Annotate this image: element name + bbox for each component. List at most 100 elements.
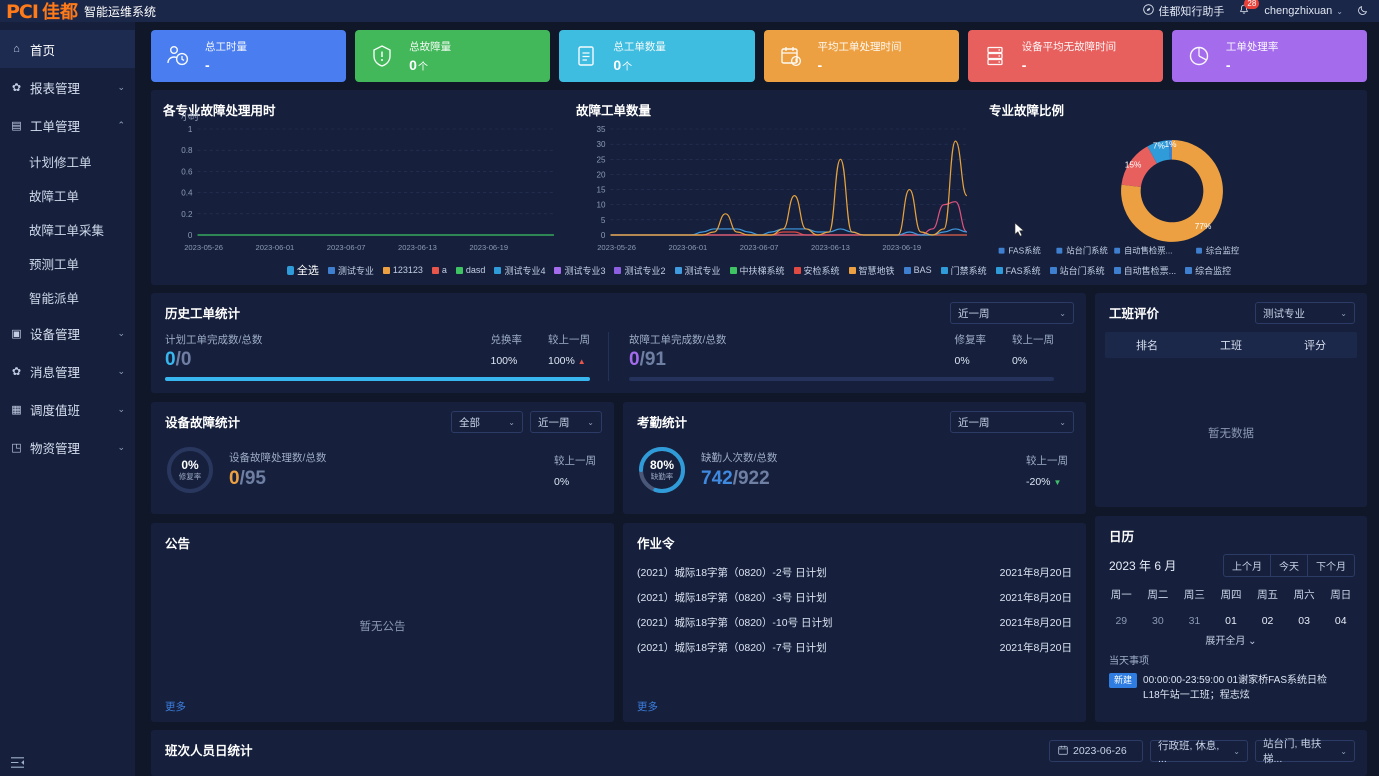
user-menu[interactable]: chengzhixuan ⌄ [1264,5,1343,17]
kpi-card-total-hours[interactable]: 总工时量 - [151,30,347,82]
calendar-expand-button[interactable]: 展开全月 ⌄ [1205,636,1257,647]
legend-item[interactable]: 站台门系统 [1049,264,1105,277]
legend-item[interactable]: FAS系统 [995,264,1041,277]
legend-item[interactable]: 测试专业2 [614,264,666,277]
sidebar-item-home[interactable]: ⌂ 首页 [0,30,135,68]
kpi-card-mtbf[interactable]: 设备平均无故障时间 - [967,30,1163,82]
legend-item[interactable]: 自动售检票... [1113,264,1176,277]
sidebar-item-workorders[interactable]: ▤ 工单管理 ⌃ [0,106,135,144]
prev-month-button[interactable]: 上个月 [1232,562,1262,573]
sidebar-item-devices[interactable]: ▣ 设备管理 ⌄ [0,314,135,352]
legend-item[interactable]: a [431,265,447,275]
svg-text:1%: 1% [1165,139,1178,149]
calendar-event-item[interactable]: 新建 00:00:00-23:59:00 01谢家桥FAS系统日检 L18午站一… [1095,667,1367,703]
middle-left-column: 历史工单统计 近一周 ⌄ [151,293,1086,722]
charts-panel: 各专业故障处理用时 小时 0 0.2 0.4 0.6 0.8 1 2023-05-26 202… [151,90,1367,285]
sidebar-item-messages[interactable]: ✿ 消息管理 ⌄ [0,352,135,390]
work-order-row[interactable]: (2021）城际18字第（0820）-7号 日计划 2021年8月20日 [637,635,1072,660]
sidebar-subitem-plan-repair[interactable]: 计划修工单 [29,155,92,170]
legend-item[interactable]: 综合监控 [1185,264,1231,277]
kpi-label: 工单处理率 [1225,41,1279,53]
event-line-2: L18午站一工班；程志炫 [1143,690,1250,701]
evaluation-profession-select[interactable]: 测试专业 ⌄ [1255,302,1355,324]
sidebar-subitem-fault-collect[interactable]: 故障工单采集 [29,223,105,238]
legend-color-swatch [674,266,682,274]
history-stats-panel: 历史工单统计 近一周 ⌄ [151,293,1086,393]
sidebar-item-reports[interactable]: ✿ 报表管理 ⌄ [0,68,135,106]
calendar-day[interactable]: 31 [1188,615,1201,627]
legend-item[interactable]: 测试专业 [327,264,374,277]
profession-select[interactable]: 站台门, 电扶梯... ⌄ [1255,738,1355,765]
today-button[interactable]: 今天 [1270,555,1307,576]
svg-text:2023-05-26: 2023-05-26 [597,243,636,252]
calendar-day[interactable]: 02 [1261,615,1274,627]
assistant-button[interactable]: 佳都知行助手 [1143,3,1224,19]
history-range-select[interactable]: 近一周 ⌄ [950,302,1074,324]
calendar-day[interactable]: 03 [1298,615,1310,627]
shift-type-select[interactable]: 行政班, 休息, ... ⌄ [1150,740,1248,765]
notifications-button[interactable]: 28 [1238,0,1260,19]
legend-color-swatch [1185,266,1193,274]
attendance-value: 742/922 [701,468,770,489]
header-actions: 佳都知行助手 28 chengzhixuan ⌄ [1143,0,1379,19]
work-order-row[interactable]: (2021）城际18字第（0820）-3号 日计划 2021年8月20日 [637,585,1072,610]
calendar-day[interactable]: 04 [1334,615,1347,627]
shift-date-picker[interactable]: 2023-06-26 [1049,740,1143,762]
calendar-day[interactable]: 29 [1115,615,1128,627]
legend-item[interactable]: BAS [903,265,932,275]
calendar-weekday: 周日 [1330,589,1352,601]
legend-item[interactable]: 智慧地铁 [848,264,895,277]
svg-text:0: 0 [188,231,193,240]
sidebar-item-label: 首页 [30,43,56,58]
legend-item[interactable]: 测试专业4 [494,264,545,277]
legend-item[interactable]: 安检系统 [793,264,840,277]
kpi-label: 总工时量 [205,41,247,53]
svg-text:2023-06-13: 2023-06-13 [811,243,850,252]
sidebar-collapse-button[interactable] [0,748,135,776]
attendance-range-select[interactable]: 近一周 ⌄ [950,411,1074,433]
sidebar-subitem-fault-order[interactable]: 故障工单 [29,189,80,204]
work-order-row[interactable]: (2021）城际18字第（0820）-10号 日计划 2021年8月20日 [637,610,1072,635]
legend-item[interactable]: 中扶梯系统 [729,264,785,277]
legend-label: 智慧地铁 [858,265,895,276]
donut-chart: 77% 15% 7% 1% FAS系统 站台门系统 自动售检票... 综合监控 [998,139,1240,256]
next-month-button[interactable]: 下个月 [1307,555,1354,576]
chevron-down-icon: ⌄ [1340,308,1347,318]
panel-title: 设备故障统计 [165,416,241,430]
kpi-card-total-faults[interactable]: 总故障量 0个 [355,30,551,82]
legend-item[interactable]: 测试专业3 [554,264,605,277]
legend-item[interactable]: 门禁系统 [940,264,987,277]
kpi-value: - [817,57,823,73]
svg-text:7%: 7% [1153,141,1166,151]
kpi-card-handle-rate[interactable]: 工单处理率 - [1171,30,1368,82]
calendar-day[interactable]: 01 [1225,615,1237,627]
legend-item[interactable]: dasd [455,265,485,275]
work-order-row[interactable]: (2021）城际18字第（0820）-2号 日计划 2021年8月20日 [637,560,1072,585]
work-order-date: 2021年8月20日 [999,567,1072,579]
fault-metric-rate: 修复率 0% [954,334,987,367]
history-fault-block: 故障工单完成数/总数 0/91 修复率 [608,332,1072,381]
sidebar-subitem-smart-dispatch[interactable]: 智能派单 [29,291,80,306]
calendar-weekday: 周三 [1183,589,1205,601]
sidebar-item-duty[interactable]: ▦ 调度值班 ⌄ [0,390,135,428]
stats-row: 设备故障统计 全部 ⌄ 近一周 ⌄ [151,402,1086,514]
device-range-select[interactable]: 近一周 ⌄ [530,411,602,433]
legend-label: 站台门系统 [1059,265,1105,276]
legend-color-swatch [286,265,294,275]
legend-item[interactable]: 全选 [286,262,319,278]
kpi-card-total-orders[interactable]: 总工单数量 0个 [559,30,755,82]
sidebar-item-materials[interactable]: ◳ 物资管理 ⌄ [0,428,135,466]
calendar-day[interactable]: 30 [1152,615,1164,627]
legend-item[interactable]: 测试专业 [674,264,721,277]
brand-logo: PCI 佳都 智能运维系统 [0,0,156,22]
theme-toggle-button[interactable] [1357,4,1369,19]
work-order-more-link[interactable]: 更多 [637,701,658,713]
kpi-card-avg-handle-time[interactable]: 平均工单处理时间 - [763,30,959,82]
sidebar-subitem-predict-order[interactable]: 预测工单 [29,257,80,272]
legend-item[interactable]: 123123 [382,265,423,275]
device-value: 0/95 [229,468,266,489]
svg-text:15: 15 [596,186,606,195]
panel-title: 工班评价 [1109,307,1160,321]
notice-more-link[interactable]: 更多 [165,701,186,713]
device-scope-select[interactable]: 全部 ⌄ [451,411,523,433]
